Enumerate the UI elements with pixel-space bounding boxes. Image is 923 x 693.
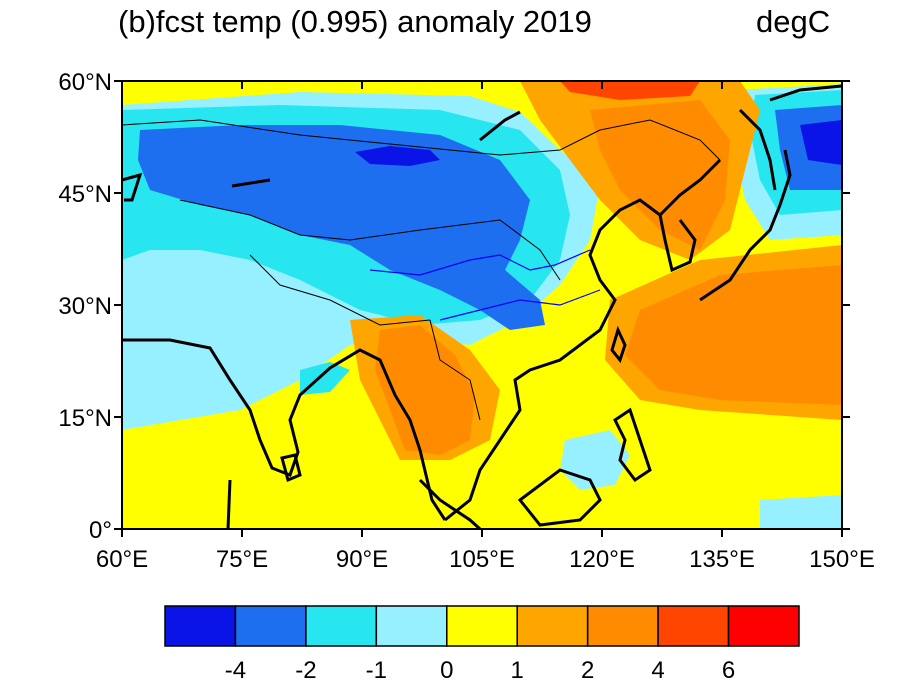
map-title: (b)fcst temp (0.995) anomaly 2019	[118, 4, 592, 39]
colorbar-label: -4	[225, 657, 246, 684]
coastline-korea	[658, 214, 697, 273]
colorbar-swatch	[234, 605, 307, 647]
colorbar-label: -1	[366, 657, 387, 684]
coastline-sumatra-malaya	[226, 478, 482, 529]
anomaly-field	[122, 81, 842, 529]
coastline-sri-lanka	[280, 453, 302, 483]
field-red-orange-top	[560, 81, 700, 100]
colorbar-swatch	[375, 605, 448, 647]
colorbar-label: 4	[651, 657, 664, 684]
colorbar-swatch	[727, 605, 800, 647]
lon-tick-label: 120°E	[569, 546, 635, 573]
colorbar-swatch	[657, 605, 730, 647]
coastline-taiwan	[610, 325, 627, 364]
coastline-baikal	[479, 110, 521, 142]
lon-tick-label: 150°E	[809, 546, 875, 573]
field-darkorange-indochina	[375, 325, 475, 455]
coastline-borneo	[517, 468, 602, 527]
colorbar-label: 1	[511, 657, 524, 684]
lon-tick-label: 135°E	[689, 546, 755, 573]
field-blue-core	[138, 125, 545, 330]
colorbar-swatch	[516, 605, 589, 647]
coastline-philippines	[613, 407, 652, 483]
lon-tick-label: 105°E	[449, 546, 515, 573]
lat-tick-label: 0°	[89, 517, 112, 544]
coastline-caspian	[122, 172, 143, 202]
river-yangtze-yellow	[369, 249, 601, 321]
lat-tick-label: 60°N	[58, 69, 112, 96]
coastlines	[122, 84, 842, 529]
axis-group: 60°E 75°E 90°E 105°E 120°E 135°E 150°E 0° 15°N 30…	[58, 69, 874, 573]
colorbar-swatch	[586, 605, 659, 647]
lon-tick-label: 75°E	[216, 546, 268, 573]
colorbar-swatch	[305, 605, 378, 647]
borders-internal	[122, 119, 721, 421]
coastline-japan	[699, 149, 792, 302]
units-label: degC	[756, 4, 831, 39]
lon-tick-label: 60°E	[96, 546, 148, 573]
field-darkblue-nw-pacific	[800, 120, 842, 165]
field-cyan-india	[300, 362, 350, 395]
colorbar: -4 -2 -1 0 1 2 4 6	[164, 605, 800, 684]
colorbar-swatch	[446, 605, 518, 647]
colorbar-label: 0	[440, 657, 453, 684]
coastline-arabian-india	[122, 338, 447, 521]
lat-tick-label: 45°N	[58, 181, 112, 208]
colorbar-label: 6	[722, 657, 735, 684]
colorbar-label: -2	[295, 657, 316, 684]
coastline-lake-balkhash	[231, 178, 271, 188]
colorbar-label: 2	[581, 657, 594, 684]
field-darkblue-core	[355, 146, 440, 166]
coastline-sakhalin-kamchatka	[738, 84, 842, 191]
lon-tick-label: 90°E	[336, 546, 388, 573]
field-darkorange-pacific	[625, 265, 842, 405]
lat-tick-label: 15°N	[58, 405, 112, 432]
lat-tick-label: 30°N	[58, 293, 112, 320]
field-light-cyan-sw-pacific	[760, 495, 842, 529]
colorbar-swatch	[164, 605, 237, 647]
